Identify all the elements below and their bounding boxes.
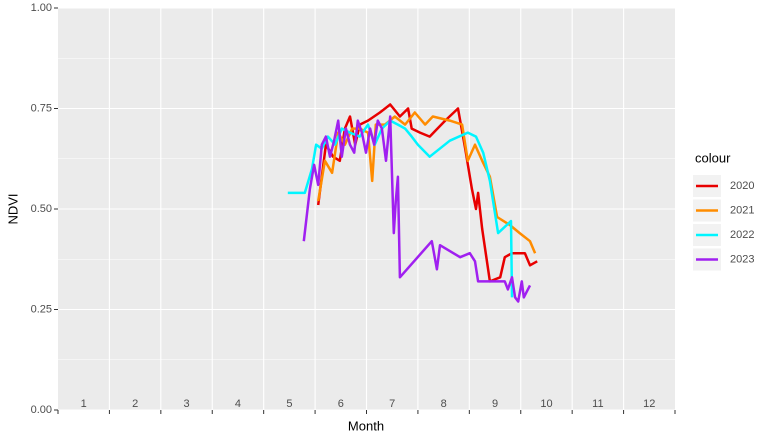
x-axis-title: Month [348, 418, 384, 433]
series-line [302, 115, 532, 303]
x-tick-label: 1 [81, 398, 87, 410]
x-tick-label: 7 [389, 398, 395, 410]
legend-label: 2020 [730, 180, 754, 192]
y-tick-label: 0.75 [31, 102, 52, 114]
x-tick-label: 8 [441, 398, 447, 410]
x-tick-label: 4 [235, 398, 241, 410]
x-tick-label: 3 [183, 398, 189, 410]
x-tick-label: 2 [132, 398, 138, 410]
x-tick-label: 12 [643, 398, 655, 410]
x-tick-label: 9 [492, 398, 498, 410]
x-tick-label: 5 [286, 398, 292, 410]
y-tick-label: 1.00 [31, 2, 52, 14]
legend-label: 2022 [730, 229, 754, 241]
y-tick-label: 0.25 [31, 303, 52, 315]
y-tick-label: 0.00 [31, 404, 52, 416]
grid [58, 7, 675, 411]
x-tick-label: 11 [592, 398, 603, 410]
y-axis-title: NDVI [5, 193, 20, 224]
x-tick-label: 10 [540, 398, 552, 410]
legend-label: 2023 [730, 253, 754, 265]
marks [287, 103, 538, 303]
legend-title: colour [695, 150, 731, 165]
legend-label: 2021 [730, 204, 754, 216]
y-tick-label: 0.50 [31, 203, 52, 215]
x-tick-label: 6 [338, 398, 344, 410]
